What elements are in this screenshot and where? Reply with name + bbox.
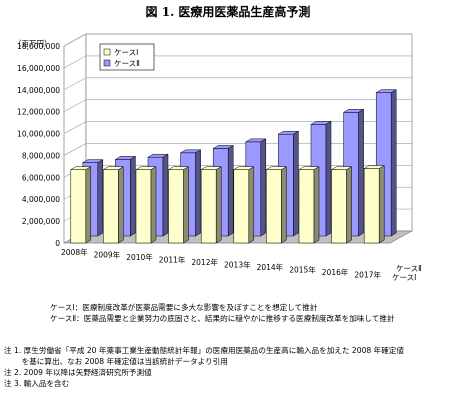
bar-side <box>130 155 136 237</box>
legend-swatch <box>103 48 111 56</box>
legend: ケースⅠ ケースⅡ <box>99 43 155 71</box>
legend-label: ケースⅡ <box>114 59 140 68</box>
footnote-1: 注 1. 厚生労働省「平成 20 年薬事工業生産動態統計年報」の医療用医薬品の生… <box>4 346 405 355</box>
y-tick-label: 10,000,000 <box>17 130 60 139</box>
bar-front <box>363 168 380 244</box>
y-tick-label: 14,000,000 <box>17 86 60 95</box>
chart-canvas: 0 2,000,000 4,000,000 6,000,000 8,000,000 10,… <box>14 33 422 282</box>
x-tick-label: 2014年 <box>257 262 284 272</box>
footnote-2: 注 2. 2009 年以降は矢野経済研究所予測値 <box>4 368 152 377</box>
bar-front <box>298 169 315 244</box>
bar <box>265 166 288 244</box>
bar-side <box>325 120 332 237</box>
bar-series-1-2012年 <box>200 166 223 244</box>
bar-side <box>183 166 189 244</box>
y-tick-label: 16,000,000 <box>17 64 60 73</box>
bar-side <box>281 166 287 244</box>
bar-series-1-2013年 <box>232 166 255 244</box>
x-tick-label: 2013年 <box>224 260 251 270</box>
bar <box>298 166 320 244</box>
gridline <box>63 55 412 69</box>
x-tick-label: 2009年 <box>94 250 121 260</box>
case-note-1: ケースⅠ：医療制度改革が医薬品需要に多大な影響を及ぼすことを想定して推計 <box>50 303 318 312</box>
bar <box>232 166 255 244</box>
x-tick-label: 2017年 <box>354 270 381 280</box>
bar-series-1-2014年 <box>265 166 288 244</box>
x-tick-label: 2011年 <box>159 255 186 265</box>
bar-series-1-2009年 <box>102 166 125 244</box>
depth-label: ケースⅡ <box>396 264 422 273</box>
gridline <box>63 77 412 91</box>
bar-side <box>248 166 255 244</box>
bar-side <box>162 153 169 237</box>
bar-side <box>150 166 157 244</box>
y-tick-label: 4,000,000 <box>22 195 60 204</box>
bar-series-1-2011年 <box>167 166 190 244</box>
bar-side <box>313 166 320 244</box>
bar-series-1-2015年 <box>298 166 320 244</box>
bar-side <box>358 108 364 237</box>
bar-front <box>233 169 250 244</box>
x-axis-ticks: 2008年 2009年 2010年 2011年 2012年 2013年 2014年 2015年… <box>61 247 381 280</box>
bar <box>135 166 157 244</box>
bar-side <box>215 166 222 244</box>
bar <box>69 166 92 244</box>
bar <box>330 166 353 244</box>
bar-series-1-2010年 <box>135 166 157 244</box>
bar-series-1-2008年 <box>69 166 92 244</box>
y-axis-ticks: 0 2,000,000 4,000,000 6,000,000 8,000,000 10,… <box>17 42 60 248</box>
bar-front <box>200 169 217 244</box>
series-1-bars <box>69 165 386 244</box>
bar-front <box>331 169 347 244</box>
bar-side <box>293 130 299 237</box>
bar-front <box>135 169 152 244</box>
x-tick-label: 2015年 <box>289 265 316 275</box>
x-tick-label: 2012年 <box>191 257 218 267</box>
gridline <box>63 99 412 112</box>
bar-side <box>227 145 234 237</box>
depth-label: ケースⅠ <box>392 273 416 282</box>
y-tick-label: 12,000,000 <box>17 108 60 117</box>
gridline <box>63 121 412 134</box>
bar <box>363 165 386 244</box>
bar-side <box>118 166 124 244</box>
case-note-2: ケースⅡ：医薬品需要と企業努力の底固さと、結果的に穏やかに推移する医療制度改革を… <box>50 314 395 323</box>
gridline <box>63 143 412 156</box>
y-tick-label: 2,000,000 <box>22 217 60 226</box>
y-tick-label: 8,000,000 <box>22 151 60 160</box>
bar-series-1-2016年 <box>330 166 353 244</box>
x-tick-label: 2008年 <box>61 247 88 257</box>
x-tick-label: 2016年 <box>322 267 349 277</box>
y-tick-label: 0 <box>55 239 60 248</box>
bar <box>200 166 223 244</box>
bar-side <box>346 166 352 244</box>
bar <box>102 166 125 244</box>
bar <box>167 166 190 244</box>
footnote-3: 注 3. 輸入品を含む <box>4 379 70 388</box>
bar-front <box>70 169 87 244</box>
footnote-1-cont: を基に算出、なお 2008 年確定値は当該統計データより引用 <box>4 357 228 366</box>
y-tick-label: 18,000,000 <box>17 42 60 51</box>
y-tick-label: 6,000,000 <box>22 173 60 182</box>
gridline <box>63 33 412 47</box>
bar-side <box>390 89 397 237</box>
bar-series-1-2017年 <box>363 165 386 244</box>
bar-side <box>195 149 201 237</box>
bar-side <box>260 138 267 237</box>
bar-side <box>378 165 385 244</box>
bar-side <box>97 159 104 237</box>
y-unit-label: （百万円） <box>14 39 52 48</box>
bar-front <box>266 169 282 244</box>
legend-swatch <box>103 59 111 67</box>
legend-label: ケースⅠ <box>114 48 138 57</box>
x-tick-label: 2010年 <box>126 252 153 262</box>
bar-side <box>85 166 92 244</box>
chart-title: 図 1. 医療用医薬品生産高予測 <box>145 5 311 19</box>
bar-front <box>168 169 184 244</box>
bar-front <box>103 169 119 244</box>
